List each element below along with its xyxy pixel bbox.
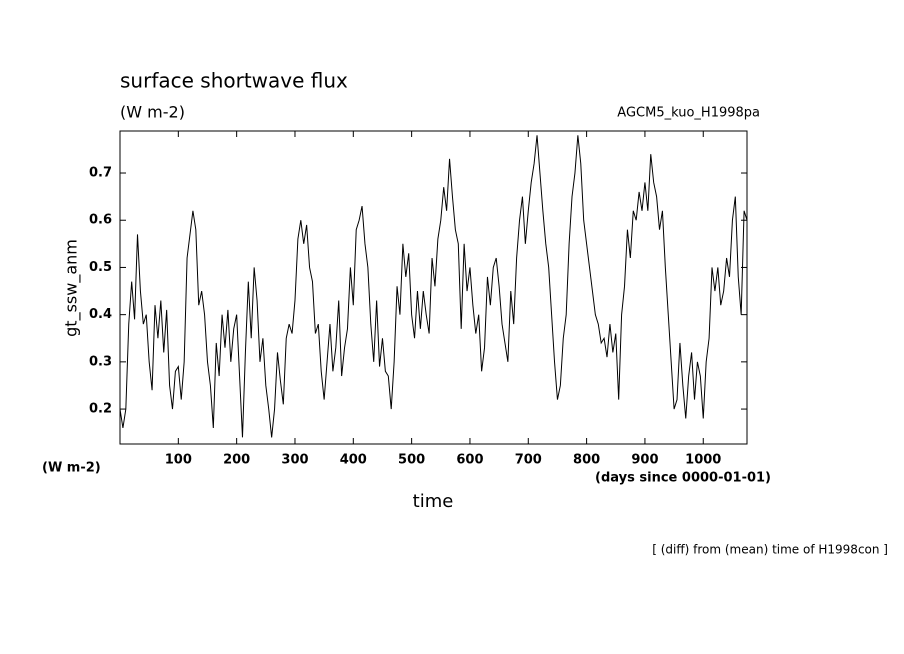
y-tick-label: 0.2	[89, 402, 112, 417]
chart-subtitle: (W m-2)	[120, 103, 185, 122]
chart-title: surface shortwave flux	[120, 69, 348, 93]
x-tick-label: 600	[456, 453, 483, 468]
plot-frame	[119, 130, 748, 445]
y-tick-label: 0.7	[89, 166, 112, 181]
x-tick-label: 700	[515, 453, 542, 468]
x-tick-label: 300	[281, 453, 308, 468]
y-tick-label: 0.4	[89, 307, 112, 322]
x-axis-label: time	[413, 491, 454, 512]
y-tick-label: 0.6	[89, 213, 112, 228]
footer: [ (diff) from (mean) time of H1998con ]	[652, 543, 888, 557]
y-tick-label: 0.3	[89, 354, 112, 369]
x-tick-label: 100	[165, 453, 192, 468]
data-line	[120, 135, 747, 438]
x-tick-label: 900	[631, 453, 658, 468]
y-units: (W m-2)	[42, 461, 101, 476]
annotation: AGCM5_kuo_H1998pa	[617, 106, 760, 121]
x-units: (days since 0000-01-01)	[595, 471, 771, 486]
x-tick-label: 800	[573, 453, 600, 468]
y-tick-label: 0.5	[89, 260, 112, 275]
y-axis-label: gt_ssw_anm	[62, 239, 82, 337]
x-tick-label: 200	[223, 453, 250, 468]
x-tick-label: 400	[340, 453, 367, 468]
x-tick-label: 1000	[685, 453, 721, 468]
x-tick-label: 500	[398, 453, 425, 468]
